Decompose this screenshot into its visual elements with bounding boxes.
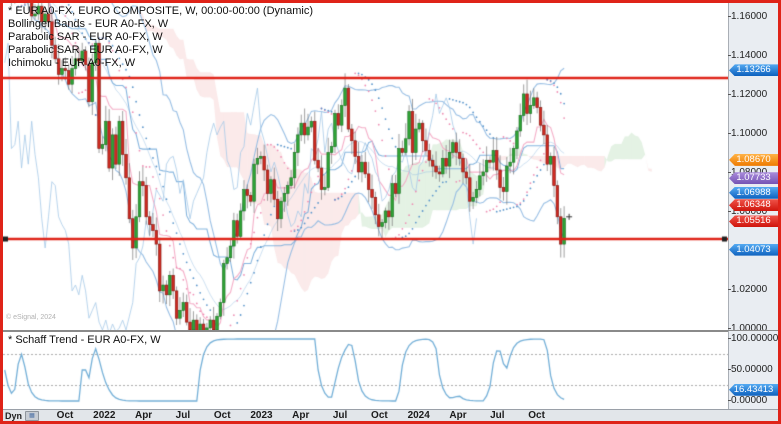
study-legend: * EUR A0-FX, EURO COMPOSITE, W, 00:00-00… [8, 5, 313, 70]
legend-line[interactable]: Parabolic SAR - EUR A0-FX, W [8, 31, 163, 43]
time-axis-label: Apr [292, 410, 310, 421]
time-axis-label: Oct [56, 410, 74, 421]
time-axis-label: Oct [213, 410, 231, 421]
price-badge: 1.07733 [729, 172, 778, 185]
time-axis-label: 2024 [407, 410, 430, 421]
time-axis-label: Jul [490, 410, 505, 421]
price-chart-panel[interactable]: * EUR A0-FX, EURO COMPOSITE, W, 00:00-00… [3, 3, 728, 330]
price-tick-label: 1.10000 [727, 128, 768, 139]
price-tick-label: 1.14000 [727, 50, 768, 61]
price-tick-label: 1.12000 [727, 89, 768, 100]
legend-line[interactable]: * EUR A0-FX, EURO COMPOSITE, W, 00:00-00… [8, 5, 314, 17]
time-axis-label: 2022 [93, 410, 116, 421]
time-axis-label: Jul [332, 410, 348, 421]
price-axis[interactable]: 1.160001.140001.120001.100001.080001.060… [727, 3, 779, 409]
price-badge: 1.08670 [729, 153, 778, 166]
schaff-study-label[interactable]: * Schaff Trend - EUR A0-FX, W [8, 334, 161, 346]
price-badge: 1.05516 [729, 215, 778, 228]
time-template-icon[interactable]: ▦ [25, 411, 39, 421]
schaff-trend-panel[interactable]: * Schaff Trend - EUR A0-FX, W [3, 331, 728, 409]
price-badge: 1.04073 [729, 243, 778, 256]
price-tick-label: 1.16000 [727, 11, 768, 22]
panel-separator[interactable] [3, 330, 778, 331]
time-axis-label: 2023 [250, 410, 273, 421]
price-badge: 1.06988 [729, 186, 778, 199]
price-badge: 1.06348 [729, 199, 778, 212]
price-tick-label: 1.00000 [727, 323, 768, 334]
price-tick-label: 1.06000 [727, 206, 768, 217]
schaff-value-badge: 16.43413 [729, 383, 778, 396]
legend-line[interactable]: Bollinger Bands - EUR A0-FX, W [8, 18, 169, 30]
price-tick-label: 1.02000 [727, 284, 768, 295]
time-axis-label: Oct [371, 410, 388, 421]
time-axis-label: Apr [449, 410, 467, 421]
dyn-interval-label[interactable]: Dyn [5, 411, 23, 421]
price-badge: 1.13266 [729, 64, 778, 77]
schaff-tick-label: 0.00000 [727, 395, 768, 406]
time-axis-label: Jul [175, 410, 191, 421]
time-axis-label: Apr [134, 410, 153, 421]
schaff-tick-label: 50.00000 [728, 364, 773, 375]
price-chart-canvas[interactable] [3, 3, 728, 330]
time-axis-label: Oct [528, 410, 545, 421]
schaff-canvas[interactable] [3, 332, 728, 409]
legend-line[interactable]: Parabolic SAR - EUR A0-FX, W [8, 44, 163, 56]
schaff-tick-label: 100.00000 [727, 333, 779, 344]
time-axis[interactable]: Dyn ▦ Oct 2022 Apr Jul Oct 2023 Apr Jul Oct 2024 A… [3, 409, 778, 421]
legend-line[interactable]: Ichimoku - EUR A0-FX, W [8, 57, 136, 69]
esignal-watermark: © eSignal, 2024 [6, 314, 56, 321]
